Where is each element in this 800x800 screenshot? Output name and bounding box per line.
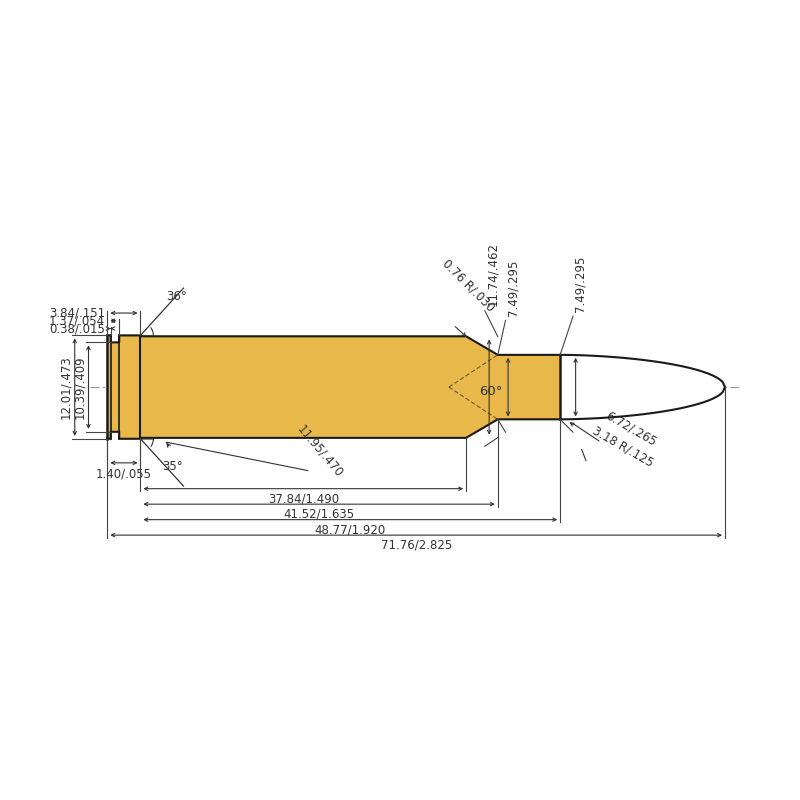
Text: 37.84/1.490: 37.84/1.490	[268, 492, 339, 505]
Text: 36°: 36°	[166, 290, 187, 302]
Text: 48.77/1.920: 48.77/1.920	[314, 523, 386, 536]
Text: 60°: 60°	[479, 385, 502, 398]
Text: 7.49/.295: 7.49/.295	[506, 260, 519, 316]
Text: 71.76/2.825: 71.76/2.825	[381, 538, 452, 551]
Text: 0.38/.015: 0.38/.015	[49, 322, 105, 335]
Text: 1.40/.055: 1.40/.055	[96, 467, 152, 480]
Text: 11.95/.470: 11.95/.470	[294, 422, 346, 479]
Text: 7.49/.295: 7.49/.295	[574, 255, 587, 312]
Text: 35°: 35°	[162, 460, 182, 474]
Text: 6.72/.265: 6.72/.265	[603, 409, 658, 448]
Text: 3.18 R/.125: 3.18 R/.125	[590, 424, 656, 470]
Polygon shape	[107, 335, 560, 438]
Text: 1.37/.054: 1.37/.054	[49, 314, 105, 327]
Text: 11.74/.462: 11.74/.462	[486, 242, 499, 306]
Text: 3.84/.151: 3.84/.151	[49, 306, 105, 319]
Text: 0.76 R/.030: 0.76 R/.030	[440, 256, 498, 314]
Text: 10.39/.409: 10.39/.409	[73, 355, 86, 419]
Text: 12.01/.473: 12.01/.473	[59, 355, 72, 419]
Text: 41.52/1.635: 41.52/1.635	[283, 508, 354, 521]
